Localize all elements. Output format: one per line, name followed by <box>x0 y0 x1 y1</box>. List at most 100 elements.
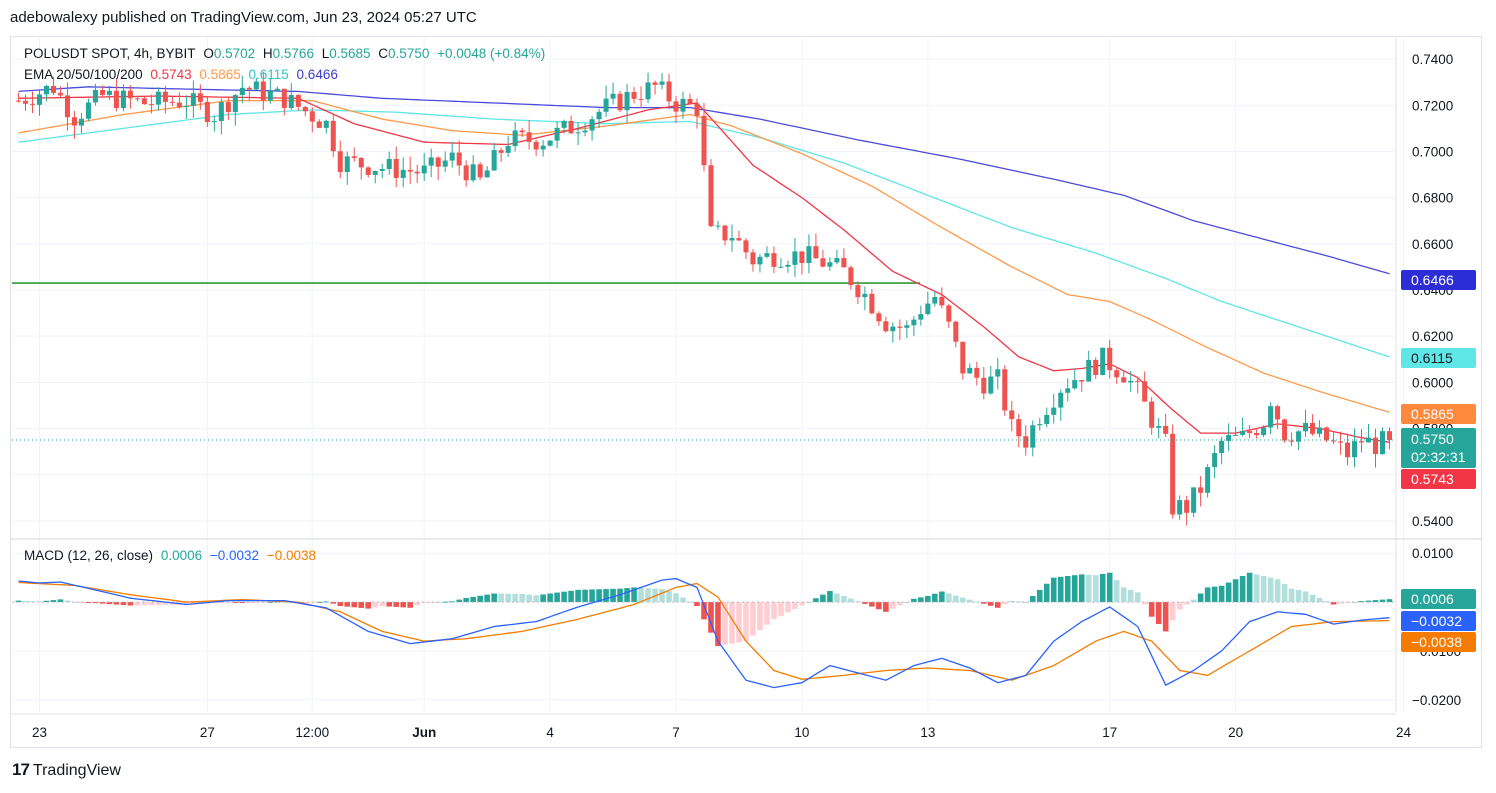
candle-body <box>778 266 784 268</box>
macd-histogram-bar <box>848 598 854 603</box>
candle-body <box>652 82 658 85</box>
tradingview-logo-icon: 17 <box>12 760 30 779</box>
macd-histogram-bar <box>589 589 595 603</box>
macd-histogram-bar <box>1365 600 1372 603</box>
candle-down <box>351 147 357 162</box>
macd-histogram-bar <box>239 602 246 604</box>
ema50-value: 0.5865 <box>199 67 241 82</box>
candle-body <box>85 102 91 119</box>
candle-down <box>316 119 322 128</box>
candle-body <box>470 164 476 181</box>
candle-down <box>960 341 966 380</box>
macd-histogram-bar <box>148 602 155 606</box>
candle-body <box>953 321 959 342</box>
candle-down <box>302 106 308 117</box>
macd-histogram-bar <box>1057 576 1064 603</box>
candle-body <box>456 152 462 166</box>
macd-histogram-bar <box>708 602 714 633</box>
macd-histogram-bar <box>939 591 945 603</box>
macd-histogram-bar <box>925 595 931 603</box>
candle-down <box>855 281 861 304</box>
candle-down <box>169 95 175 107</box>
macd-histogram <box>12 572 1396 647</box>
candle-down <box>533 139 539 157</box>
macd-histogram-bar <box>820 594 826 603</box>
candle-up <box>183 95 189 119</box>
candle-down <box>883 316 889 333</box>
candle-body <box>64 95 70 118</box>
candle-up <box>120 84 126 112</box>
macd-histogram-bar <box>512 593 518 603</box>
symbol-label[interactable]: POLUSDT SPOT, 4h, BYBIT <box>24 46 196 61</box>
axes: 0.74000.72000.70000.68000.66000.64000.62… <box>10 36 1461 740</box>
candle-body <box>183 105 189 108</box>
macd-histogram-bar <box>1106 572 1113 603</box>
candle-body <box>1163 425 1169 434</box>
candle-up <box>792 238 798 277</box>
ema20-price-badge: 0.5743 <box>1401 469 1476 489</box>
macd-histogram-bar <box>799 602 805 606</box>
ema200-value: 0.6466 <box>296 67 338 82</box>
macd-histogram-bar <box>1295 590 1302 603</box>
candle-down <box>953 320 959 348</box>
candle-body <box>897 326 903 328</box>
macd-histogram-bar <box>575 589 581 603</box>
candle-up <box>610 82 616 105</box>
macd-histogram-bar <box>85 602 92 604</box>
macd-histogram-bar <box>442 601 448 603</box>
candle-body <box>302 106 308 112</box>
candle-down <box>673 95 679 124</box>
candle-up <box>1044 407 1050 428</box>
ema-legend-label[interactable]: EMA 20/50/100/200 <box>24 67 143 82</box>
candle-up <box>155 87 161 111</box>
candle-body <box>862 293 868 298</box>
macd-histogram-bar <box>1358 601 1365 603</box>
macd-histogram-bar <box>43 600 50 603</box>
macd-histogram-bar <box>50 600 57 603</box>
candle-down <box>141 97 147 105</box>
candle-up <box>1072 368 1078 390</box>
macd-histogram-bar <box>813 598 819 603</box>
macd-histogram-bar <box>764 602 770 625</box>
candle-up <box>442 151 448 173</box>
macd-legend-label[interactable]: MACD (12, 26, close) <box>24 548 154 563</box>
macd-histogram-bar <box>1288 588 1295 603</box>
candle-body <box>484 170 490 178</box>
candle-down <box>946 303 952 328</box>
macd-histogram-bar <box>1050 577 1057 603</box>
candle-up <box>505 135 511 158</box>
candle-up <box>596 108 602 128</box>
candle-body <box>1086 359 1092 382</box>
macd-histogram-bar <box>911 598 917 603</box>
candle-body <box>414 171 420 174</box>
candle-body <box>197 93 203 102</box>
candle-body <box>176 102 182 108</box>
candle-body <box>274 88 280 91</box>
candle-body <box>1107 347 1113 371</box>
macd-histogram-bar <box>680 597 686 603</box>
candle-body <box>603 98 609 112</box>
candle-body <box>386 158 392 169</box>
candle-body <box>22 100 29 104</box>
candle-body <box>855 285 861 298</box>
macd-histogram-bar <box>309 602 316 604</box>
candle-body <box>792 251 798 265</box>
macd-histogram-bar <box>1162 602 1169 632</box>
macd-histogram-bar <box>932 593 938 603</box>
candle-body <box>736 238 742 241</box>
tradingview-footer[interactable]: 17 TradingView <box>12 760 121 780</box>
candle-up <box>1051 394 1057 424</box>
candle-body <box>911 319 917 326</box>
macd-histogram-bar <box>631 587 637 603</box>
candle-body <box>799 251 805 264</box>
candle-up <box>400 157 406 188</box>
candle-body <box>141 98 147 105</box>
macd-histogram-bar <box>267 601 274 603</box>
candle-down <box>1170 424 1176 519</box>
candle-up <box>484 166 490 178</box>
macd-histogram-bar <box>344 602 351 607</box>
candle-down <box>365 166 371 178</box>
candle-body <box>939 296 945 306</box>
candle-up <box>806 234 812 274</box>
